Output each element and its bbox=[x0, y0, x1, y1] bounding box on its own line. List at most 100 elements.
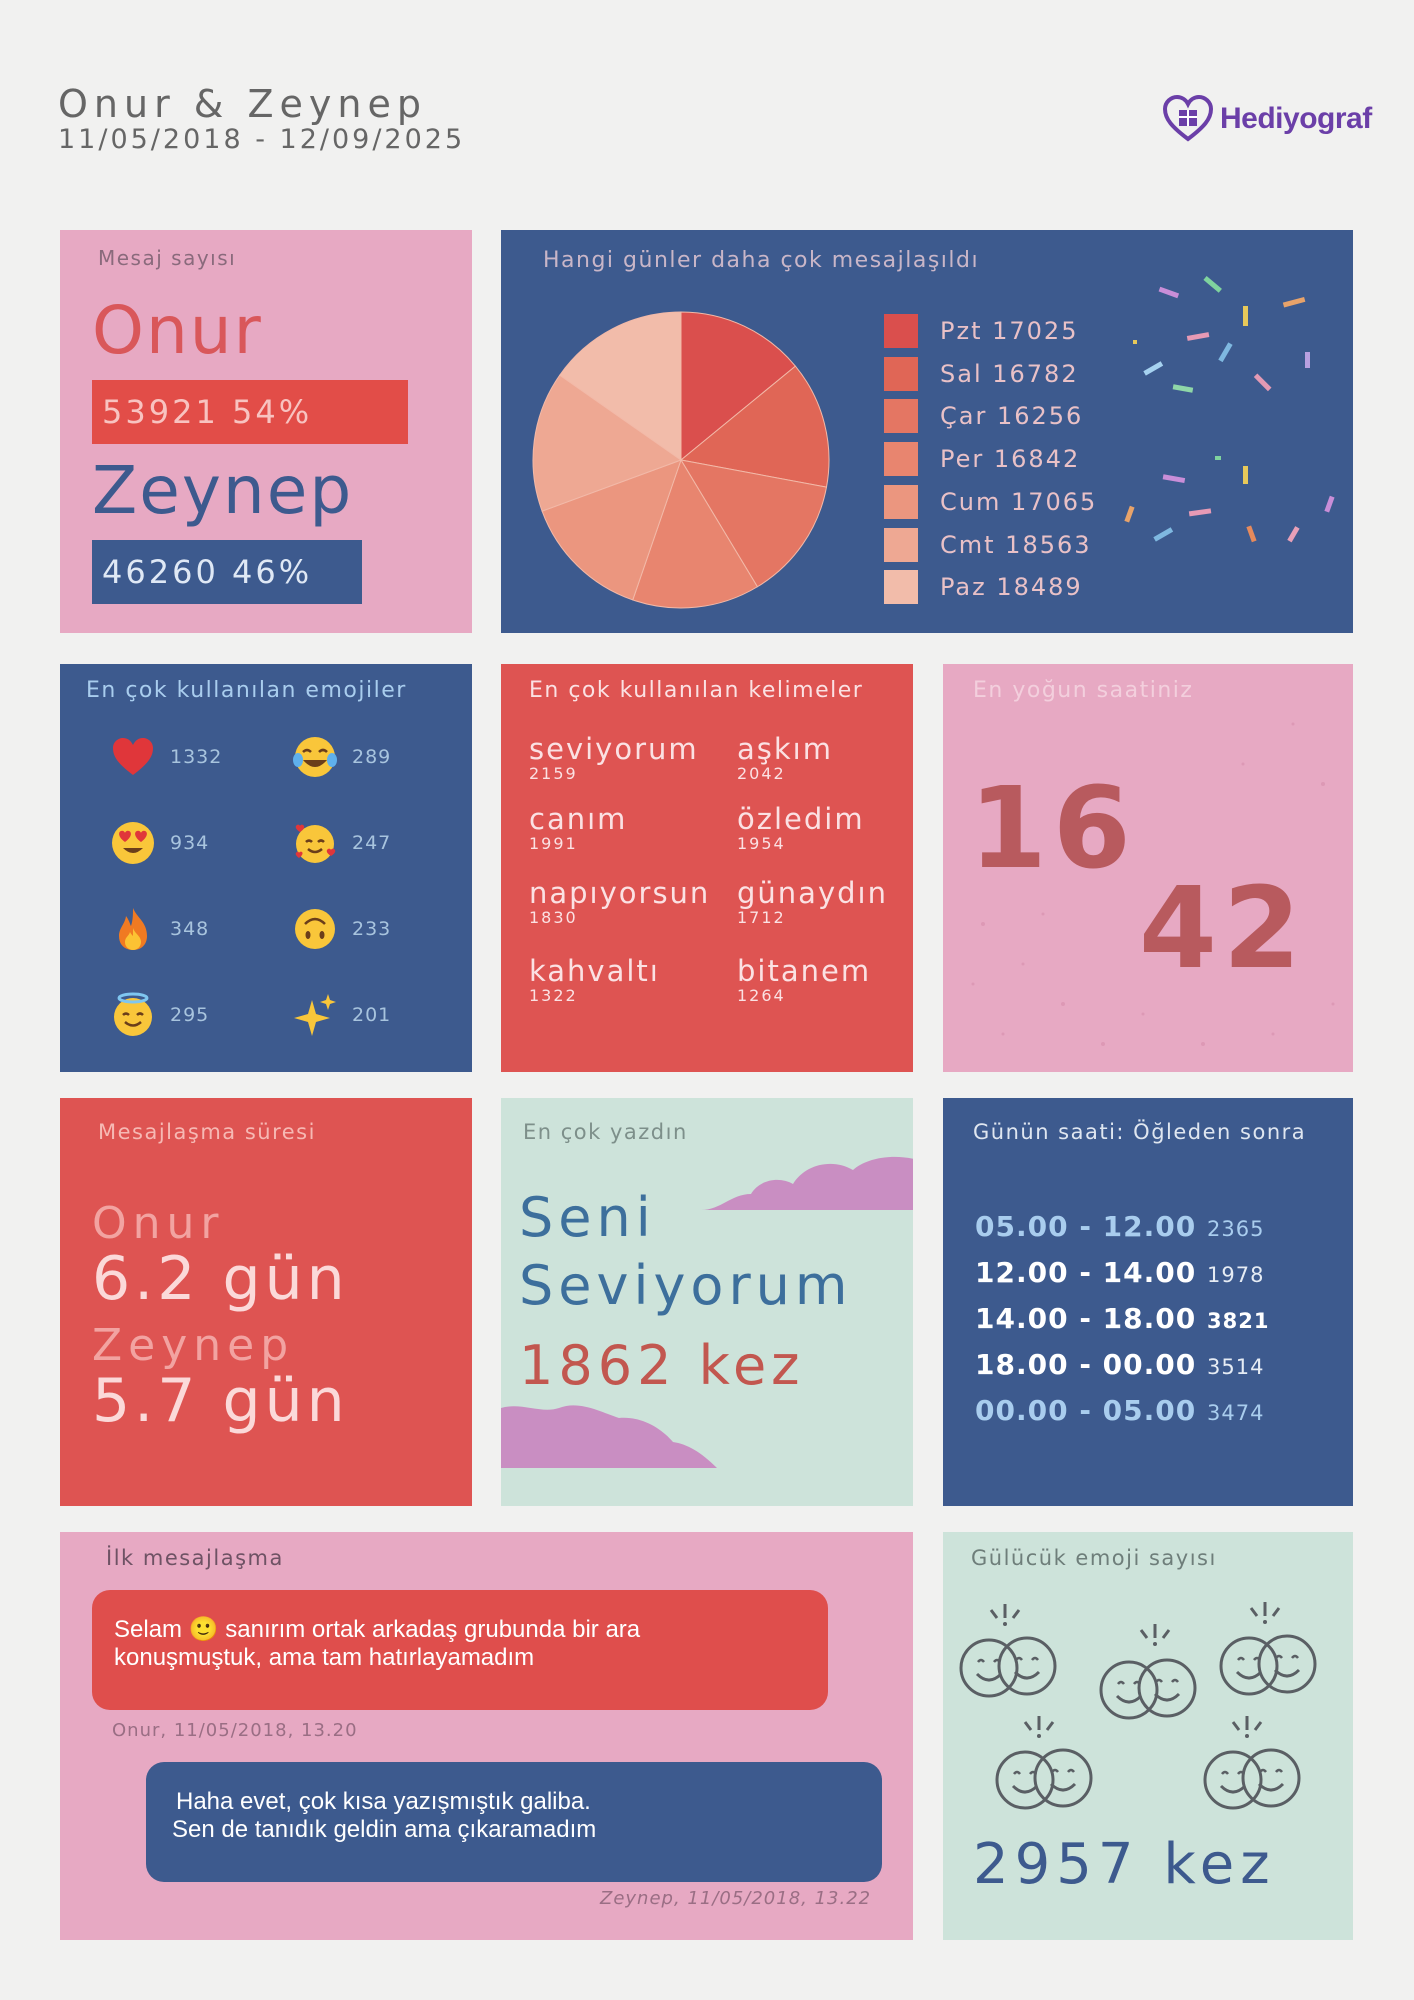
word-item: aşkım 2042 bbox=[737, 732, 833, 783]
emoji-count: 295 bbox=[170, 1004, 210, 1026]
sparkles-icon bbox=[292, 992, 338, 1038]
emoji-count: 233 bbox=[352, 918, 392, 940]
tears-of-joy-face-icon bbox=[292, 734, 338, 780]
halo-smile-face-icon bbox=[110, 992, 156, 1038]
logo-text: Hediyograf bbox=[1220, 102, 1372, 135]
word-text: seviyorum bbox=[529, 732, 699, 766]
emoji-item: 295 bbox=[110, 992, 209, 1038]
legend-swatch bbox=[884, 399, 918, 434]
phrase-count: 1862 kez bbox=[519, 1334, 805, 1397]
person2-duration: 5.7 gün bbox=[92, 1366, 349, 1436]
emoji-item: 201 bbox=[292, 992, 391, 1038]
legend-item: Çar 16256 bbox=[884, 399, 1084, 434]
emoji-count: 289 bbox=[352, 746, 392, 768]
person2-name: Zeynep bbox=[92, 1320, 295, 1371]
legend-swatch bbox=[884, 570, 918, 605]
panel-title: Günün saati: Öğleden sonra bbox=[973, 1120, 1307, 1144]
red-heart-icon bbox=[110, 734, 156, 780]
word-count: 1954 bbox=[737, 834, 786, 853]
time-range: 18.00 - 00.00 bbox=[975, 1348, 1197, 1381]
word-count: 1322 bbox=[529, 986, 578, 1005]
days-panel: Hangi günler daha çok mesajlaşıldı Pzt 1… bbox=[501, 230, 1353, 633]
fire-icon bbox=[110, 906, 156, 952]
legend-swatch bbox=[884, 527, 918, 562]
date-range: 11/05/2018 - 12/09/2025 bbox=[58, 124, 466, 155]
panel-title: Hangi günler daha çok mesajlaşıldı bbox=[543, 248, 980, 273]
person1-name: Onur bbox=[92, 292, 263, 369]
smiley-faces-icon bbox=[959, 1600, 1317, 1810]
emoji-count: 247 bbox=[352, 832, 392, 854]
time-range-row: 14.00 - 18.00 3821 bbox=[975, 1302, 1269, 1335]
person2-count: 46260 46% bbox=[102, 553, 313, 591]
legend-label: Cmt 18563 bbox=[940, 530, 1092, 559]
panel-title: Mesajlaşma süresi bbox=[98, 1120, 316, 1144]
panel-title: Mesaj sayısı bbox=[98, 246, 237, 270]
word-text: canım bbox=[529, 802, 628, 836]
person1-count-bar: 53921 54% bbox=[92, 380, 408, 444]
emoji-item: 348 bbox=[110, 906, 209, 952]
pie-slice-Paz bbox=[559, 311, 682, 461]
phrase-line1: Seni bbox=[519, 1186, 656, 1249]
pie-slice-Cum bbox=[541, 459, 682, 601]
most-written-panel: Seni Seviyorum 1862 kez En çok yazdın bbox=[501, 1098, 913, 1506]
legend-label: Cum 17065 bbox=[940, 487, 1098, 516]
word-count: 1991 bbox=[529, 834, 578, 853]
busiest-minute: 42 bbox=[1139, 864, 1307, 994]
message-line: Selam 🙂 sanırım ortak arkadaş grubunda b… bbox=[114, 1616, 641, 1643]
time-range: 14.00 - 18.00 bbox=[975, 1302, 1197, 1335]
pie-slice-Pzt bbox=[680, 311, 797, 462]
time-range: 05.00 - 12.00 bbox=[975, 1210, 1197, 1243]
legend-item: Paz 18489 bbox=[884, 570, 1083, 605]
first-messages-panel: İlk mesajlaşma Selam 🙂 sanırım ortak ark… bbox=[60, 1532, 913, 1940]
emoji-item: 247 bbox=[292, 820, 391, 866]
word-count: 2042 bbox=[737, 764, 786, 783]
legend-item: Per 16842 bbox=[884, 442, 1080, 477]
person1-name: Onur bbox=[92, 1198, 225, 1249]
word-item: bitanem 1264 bbox=[737, 954, 871, 1005]
message-line: Sen de tanıdık geldin ama çıkaramadım bbox=[172, 1816, 597, 1843]
legend-item: Cum 17065 bbox=[884, 484, 1098, 519]
person2-name: Zeynep bbox=[92, 452, 354, 529]
panel-title: İlk mesajlaşma bbox=[106, 1546, 284, 1570]
upside-down-face-icon bbox=[292, 906, 338, 952]
time-range-count: 3514 bbox=[1207, 1355, 1265, 1379]
pie-slice-Cmt bbox=[532, 374, 683, 512]
legend-item: Cmt 18563 bbox=[884, 527, 1092, 562]
emoji-count: 348 bbox=[170, 918, 210, 940]
legend-label: Çar 16256 bbox=[940, 402, 1084, 431]
word-text: aşkım bbox=[737, 732, 833, 766]
panel-title: Gülücük emoji sayısı bbox=[971, 1546, 1217, 1570]
word-item: özledim 1954 bbox=[737, 802, 865, 853]
panel-title: En çok yazdın bbox=[523, 1120, 688, 1144]
word-count: 1830 bbox=[529, 908, 578, 927]
pie-slice-Sal bbox=[679, 365, 830, 488]
message-meta: Onur, 11/05/2018, 13.20 bbox=[112, 1720, 358, 1741]
time-range-row: 12.00 - 14.00 1978 bbox=[975, 1256, 1264, 1289]
legend-label: Pzt 17025 bbox=[940, 317, 1079, 345]
emoji-item: 233 bbox=[292, 906, 391, 952]
busiest-hour: 16 bbox=[969, 764, 1137, 894]
time-of-day-panel: Günün saati: Öğleden sonra 05.00 - 12.00… bbox=[943, 1098, 1353, 1506]
emoji-item: 289 bbox=[292, 734, 391, 780]
panel-title: En çok kullanılan emojiler bbox=[86, 678, 407, 703]
time-range-count: 2365 bbox=[1207, 1217, 1265, 1241]
emoji-item: 1332 bbox=[110, 734, 222, 780]
message-bubble-zeynep: Haha evet, çok kısa yazışmıştık galiba. … bbox=[146, 1762, 882, 1882]
smiles-panel: Gülücük emoji sayısı 2957 kez bbox=[943, 1532, 1353, 1940]
legend-swatch bbox=[884, 314, 918, 348]
time-range-row: 05.00 - 12.00 2365 bbox=[975, 1210, 1264, 1243]
legend-swatch bbox=[884, 356, 918, 391]
panel-title: En yoğun saatiniz bbox=[973, 678, 1194, 703]
word-item: canım 1991 bbox=[529, 802, 627, 853]
time-range: 12.00 - 14.00 bbox=[975, 1256, 1197, 1289]
time-range-count: 1978 bbox=[1207, 1263, 1265, 1287]
brand-logo[interactable]: Hediyograf bbox=[1162, 95, 1372, 143]
cloud-top-decoration bbox=[701, 1156, 913, 1210]
word-count: 1712 bbox=[737, 908, 786, 927]
message-bubble-onur: Selam 🙂 sanırım ortak arkadaş grubunda b… bbox=[92, 1590, 828, 1710]
smiling-face-with-hearts-icon bbox=[292, 820, 338, 866]
time-range-row: 18.00 - 00.00 3514 bbox=[975, 1348, 1264, 1381]
word-text: günaydın bbox=[737, 876, 888, 910]
time-range-count: 3821 bbox=[1207, 1309, 1270, 1333]
person1-count: 53921 54% bbox=[102, 393, 313, 431]
